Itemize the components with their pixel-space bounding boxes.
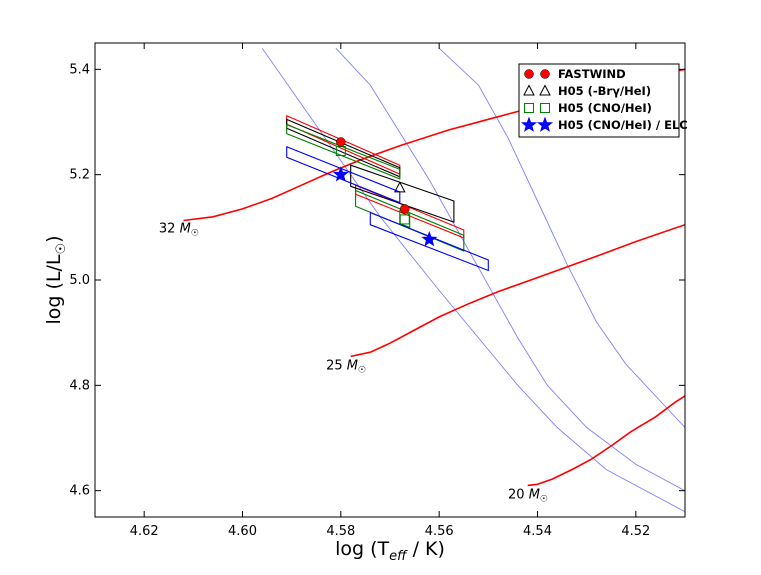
h05-elc-point-0 (332, 166, 349, 182)
legend-marker-b-3 (536, 116, 554, 132)
x-tick-label-0: 4.62 (130, 524, 159, 539)
legend-marker-a-2 (524, 103, 534, 113)
x-tick-label-1: 4.60 (228, 524, 257, 539)
mass-label-32: 32 M☉ (159, 222, 199, 239)
fastwind-point-0 (336, 137, 346, 147)
legend-marker-b-2 (540, 103, 550, 113)
legend-label-2: H05 (CNO/HeI) (558, 101, 652, 115)
isochrone-line-1 (335, 47, 685, 492)
h05-cno-point-1 (399, 214, 410, 225)
legend-label-0: FASTWIND (558, 67, 626, 81)
x-tick-label-3: 4.56 (425, 524, 454, 539)
x-axis-title: log (Teff / K) (335, 538, 445, 564)
legend-label-1: H05 (-Brγ/HeI) (558, 84, 651, 98)
error-box-5 (355, 189, 465, 252)
y-axis-title: log (L/L☉) (43, 235, 69, 324)
x-tick-label-2: 4.58 (326, 524, 355, 539)
track-line-20 (527, 395, 685, 487)
x-tick-label-5: 4.52 (621, 524, 650, 539)
isochrone-line-2 (438, 47, 685, 428)
fastwind-point-1 (400, 204, 410, 214)
y-tick-label-1: 4.8 (69, 378, 90, 393)
legend-label-3: H05 (CNO/HeI) / ELC (558, 118, 688, 132)
error-box-2 (286, 118, 401, 178)
h05-br-point-0 (394, 181, 406, 193)
track-line-25 (350, 223, 685, 358)
y-tick-label-4: 5.4 (69, 62, 90, 77)
error-box-8 (369, 211, 489, 272)
mass-label-25: 25 M☉ (326, 359, 366, 376)
error-box-4 (286, 123, 401, 180)
isochrone-line-0 (261, 48, 685, 513)
legend-marker-a-3 (520, 116, 538, 132)
legend-marker-a-0 (524, 69, 534, 79)
h05-elc-point-1 (421, 230, 438, 247)
error-box-3 (350, 164, 455, 223)
x-tick-label-4: 4.54 (523, 524, 552, 539)
legend-marker-b-0 (540, 69, 550, 79)
y-tick-label-2: 5.0 (69, 273, 90, 288)
error-box-7 (286, 145, 401, 204)
legend-marker-a-1 (523, 84, 535, 96)
mass-label-20: 20 M☉ (508, 488, 548, 505)
y-tick-label-0: 4.6 (69, 484, 90, 499)
legend-marker-b-1 (539, 84, 551, 96)
y-tick-label-3: 5.2 (69, 168, 90, 183)
